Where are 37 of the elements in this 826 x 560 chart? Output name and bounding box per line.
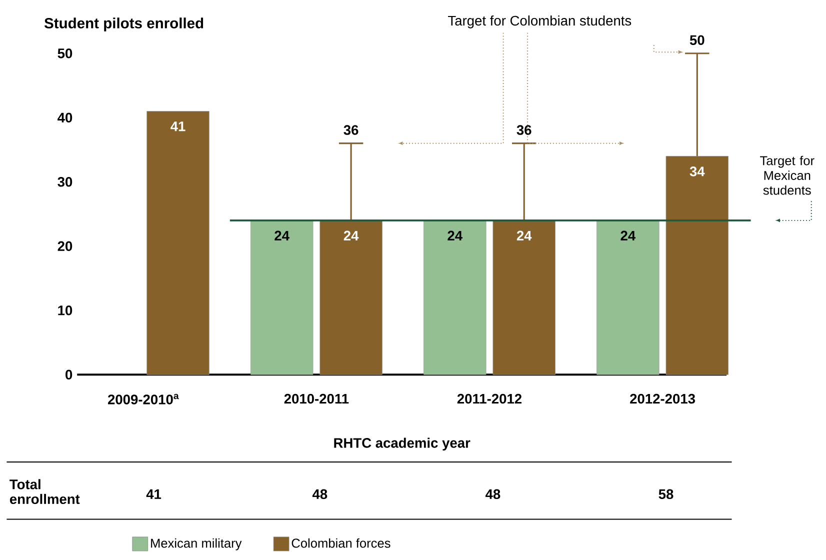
text: 41	[146, 489, 162, 499]
data-label: 24	[448, 230, 462, 240]
x-tick-label: 2011-2012	[457, 394, 522, 404]
x-tick-label: 2010-2011	[284, 394, 349, 404]
text: 50	[690, 34, 704, 45]
y-tick-label: 30	[58, 176, 72, 187]
x-axis-title: RHTC academic year	[334, 437, 470, 450]
data-label: 24	[274, 230, 290, 240]
y-tick-label: 50	[58, 48, 72, 58]
bar	[596, 220, 660, 375]
bar	[424, 220, 486, 375]
data-label: 24	[620, 230, 636, 240]
y-tick-label: 10	[58, 305, 72, 316]
bar	[320, 220, 382, 375]
x-tick-label: 2009-2010$^{a}$	[108, 394, 179, 404]
data-label: 34	[690, 166, 705, 176]
annotation: 36	[516, 124, 532, 135]
bar	[250, 220, 314, 375]
legend-label: Mexican military	[151, 538, 242, 550]
y-tick-label: 0	[66, 370, 72, 380]
ref-line-label: Target for Mexican students	[760, 156, 814, 195]
annotation: 36	[344, 124, 358, 135]
y-tick-label: 20	[58, 241, 72, 251]
legend-label: Colombian forces	[292, 538, 390, 548]
data-label: 41	[170, 121, 186, 131]
text: 48	[486, 489, 500, 499]
x-tick-label: 2012-2013	[630, 394, 695, 404]
text: Total enrollment	[10, 478, 80, 504]
y-tick-label: 40	[58, 112, 72, 122]
y-axis-title: Student pilots enrolled	[44, 17, 204, 32]
data-label: 24	[344, 230, 359, 240]
text: Target for Colombian students	[448, 15, 632, 28]
bar	[492, 220, 556, 375]
bar	[146, 110, 210, 375]
text: 58	[658, 489, 674, 499]
data-label: 24	[516, 230, 532, 240]
text: 48	[312, 489, 328, 499]
